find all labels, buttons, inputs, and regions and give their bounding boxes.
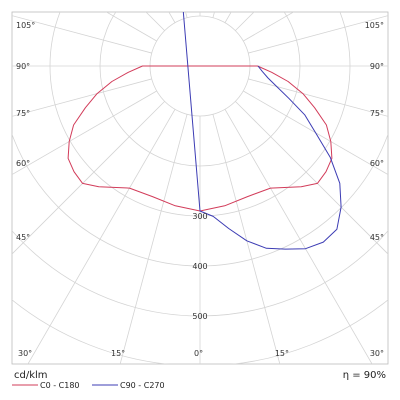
grid-spoke-300 <box>12 90 157 176</box>
angle-label-left-6: 15° <box>111 349 125 358</box>
grid-spoke-285 <box>12 78 152 117</box>
radial-tick-labels: 300 400 500 <box>192 212 207 321</box>
grid-spoke-345 <box>119 114 188 364</box>
unit-label: cd/klm <box>14 370 48 381</box>
angle-label-left-2: 75° <box>16 109 30 118</box>
legend: C0 - C180 C90 - C270 <box>12 381 165 390</box>
grid-spoke-120 <box>243 12 295 42</box>
angle-label-right-4: 45° <box>370 233 384 242</box>
radial-tick-0: 300 <box>192 212 207 221</box>
grid-spoke-60 <box>243 90 388 176</box>
series-0-curve <box>67 65 333 212</box>
curves <box>67 12 342 250</box>
angle-label-left-7: 0° <box>194 349 203 358</box>
angle-label-right-2: 75° <box>370 109 384 118</box>
angle-label-right-0: 105° <box>365 21 384 30</box>
grid-spoke-315 <box>12 101 165 255</box>
grid-spoke-30 <box>224 109 373 364</box>
grid-spoke-255 <box>12 15 152 54</box>
angle-label-right-5: 30° <box>370 349 384 358</box>
angle-label-right-3: 60° <box>370 159 384 168</box>
grid-spoke-330 <box>27 109 176 364</box>
series-1-curve <box>182 12 342 250</box>
legend-entry-c90: C90 - C270 <box>120 381 165 390</box>
efficiency-label: η = 90% <box>343 370 386 381</box>
grid-spoke-105 <box>248 15 388 54</box>
angle-label-right-1: 90° <box>370 62 384 71</box>
angle-label-left-5: 30° <box>18 349 32 358</box>
angle-label-left-4: 45° <box>16 233 30 242</box>
angle-labels: 105° 90° 75° 60° 45° 30° 15° 0° 105° 90° 75° 60° 45°… <box>16 21 384 358</box>
radial-tick-1: 400 <box>192 262 207 271</box>
angle-label-right-6: 15° <box>275 349 289 358</box>
radial-tick-2: 500 <box>192 312 207 321</box>
grid-spoke-75 <box>248 78 388 117</box>
grid-spoke-15 <box>212 114 281 364</box>
grid-spoke-240 <box>105 12 157 42</box>
angle-label-left-0: 105° <box>16 21 35 30</box>
angle-label-left-1: 90° <box>16 62 30 71</box>
legend-entry-c0: C0 - C180 <box>40 381 80 390</box>
angle-label-left-3: 60° <box>16 159 30 168</box>
